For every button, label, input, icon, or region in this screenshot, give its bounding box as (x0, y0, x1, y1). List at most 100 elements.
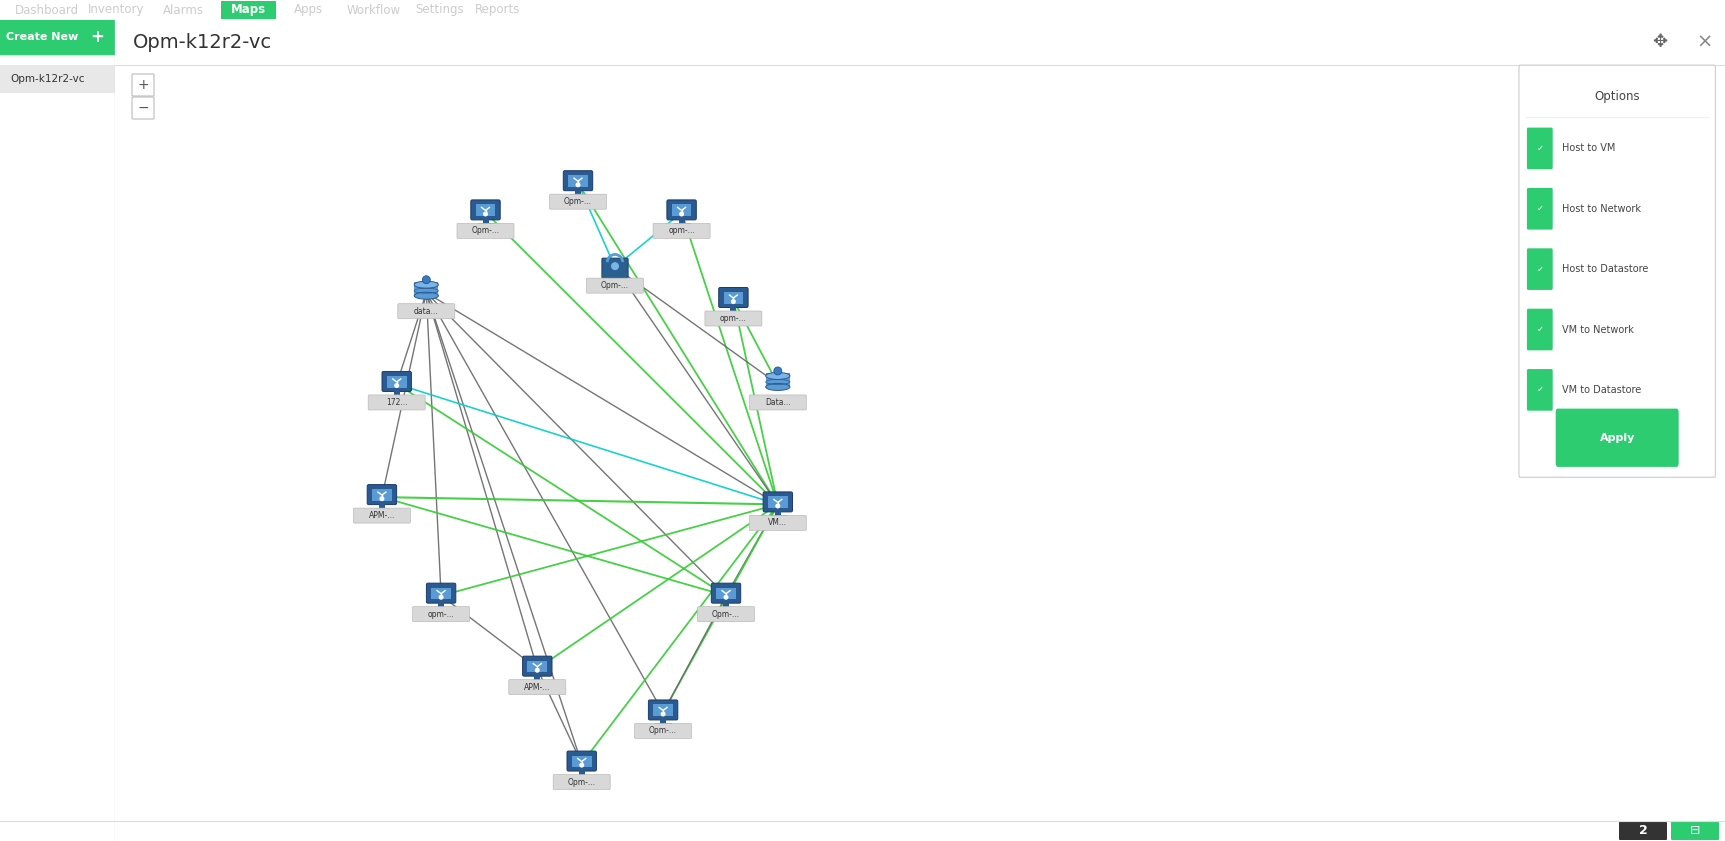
FancyBboxPatch shape (1527, 248, 1552, 290)
Circle shape (661, 711, 666, 717)
Text: Settings: Settings (416, 3, 464, 17)
Text: Opm-...: Opm-... (568, 778, 595, 786)
FancyBboxPatch shape (133, 97, 154, 119)
Text: ⊟: ⊟ (1690, 824, 1701, 838)
Bar (433, 606, 449, 610)
Text: opm-...: opm-... (719, 314, 747, 323)
Circle shape (395, 383, 398, 388)
Bar (678, 218, 685, 225)
Bar (530, 680, 545, 683)
FancyBboxPatch shape (586, 278, 643, 294)
Bar (535, 674, 540, 680)
Text: +: + (90, 29, 104, 46)
Text: opm-...: opm-... (668, 226, 695, 235)
FancyBboxPatch shape (635, 723, 692, 738)
FancyBboxPatch shape (1556, 409, 1678, 467)
FancyBboxPatch shape (412, 606, 469, 621)
FancyBboxPatch shape (719, 288, 749, 308)
Text: 172...: 172... (386, 398, 407, 407)
Bar (723, 292, 743, 304)
Bar (438, 600, 443, 608)
FancyBboxPatch shape (1527, 309, 1552, 351)
FancyBboxPatch shape (367, 395, 424, 410)
Text: VM...: VM... (768, 518, 787, 527)
FancyBboxPatch shape (749, 395, 806, 410)
FancyBboxPatch shape (550, 194, 607, 209)
FancyBboxPatch shape (523, 656, 552, 676)
FancyBboxPatch shape (554, 775, 611, 790)
FancyBboxPatch shape (668, 200, 697, 220)
Text: ✓: ✓ (1537, 265, 1544, 273)
FancyBboxPatch shape (471, 200, 500, 220)
Bar (571, 755, 592, 767)
Text: VM to Datastore: VM to Datastore (1561, 385, 1640, 395)
Text: Host to Datastore: Host to Datastore (1561, 264, 1647, 274)
Circle shape (580, 763, 585, 768)
Bar (476, 204, 495, 216)
FancyBboxPatch shape (1527, 188, 1552, 230)
Bar (716, 588, 737, 600)
Circle shape (723, 595, 728, 600)
FancyBboxPatch shape (367, 484, 397, 505)
Bar (673, 224, 690, 226)
Text: Create New: Create New (5, 33, 78, 43)
Bar (380, 502, 385, 509)
Text: Opm-k12r2-vc: Opm-k12r2-vc (133, 33, 273, 51)
Bar (0, 20, 116, 55)
Text: Host to Network: Host to Network (1561, 204, 1640, 214)
FancyBboxPatch shape (1527, 369, 1552, 410)
Text: ✥: ✥ (1653, 33, 1668, 51)
Circle shape (423, 276, 430, 283)
Text: +: + (138, 78, 148, 92)
Bar (373, 489, 392, 500)
Bar (374, 508, 390, 511)
Text: Options: Options (1594, 90, 1640, 103)
Circle shape (535, 668, 540, 673)
FancyBboxPatch shape (426, 583, 455, 603)
Bar (574, 775, 590, 778)
Bar (393, 389, 400, 396)
Text: ✓: ✓ (1537, 204, 1544, 214)
FancyBboxPatch shape (706, 311, 762, 326)
Text: Opm-...: Opm-... (564, 197, 592, 206)
Ellipse shape (766, 383, 790, 390)
Circle shape (775, 367, 781, 375)
Text: APM-...: APM-... (524, 683, 550, 691)
Text: −: − (138, 101, 148, 115)
Text: ✓: ✓ (1537, 144, 1544, 153)
Bar (578, 769, 585, 775)
Bar (730, 305, 737, 312)
Text: opm-...: opm-... (428, 610, 454, 619)
FancyBboxPatch shape (509, 680, 566, 695)
FancyBboxPatch shape (1620, 822, 1666, 840)
Text: Alarms: Alarms (162, 3, 204, 17)
Bar (569, 194, 586, 197)
Text: ✓: ✓ (1537, 325, 1544, 334)
FancyBboxPatch shape (221, 1, 276, 19)
Text: Opm-...: Opm-... (600, 281, 630, 290)
Bar (654, 705, 673, 716)
Text: Workflow: Workflow (347, 3, 400, 17)
Text: Apply: Apply (1599, 433, 1635, 442)
Text: data...: data... (414, 307, 438, 315)
Text: ✓: ✓ (1537, 385, 1544, 394)
Text: ×: × (1697, 33, 1713, 51)
Bar (661, 717, 666, 724)
Bar (431, 588, 450, 600)
Circle shape (731, 299, 737, 304)
FancyBboxPatch shape (749, 516, 806, 531)
Bar (726, 311, 742, 314)
Bar (528, 661, 547, 672)
Ellipse shape (414, 292, 438, 299)
FancyBboxPatch shape (654, 224, 711, 238)
Text: Host to VM: Host to VM (1561, 144, 1615, 153)
Circle shape (483, 211, 488, 216)
FancyBboxPatch shape (568, 751, 597, 771)
Text: Data...: Data... (764, 398, 790, 407)
FancyBboxPatch shape (1672, 822, 1720, 840)
Bar (768, 496, 788, 508)
Circle shape (438, 595, 443, 600)
Text: Dashboard: Dashboard (14, 3, 79, 17)
Bar (766, 373, 790, 387)
Text: Maps: Maps (231, 3, 266, 17)
